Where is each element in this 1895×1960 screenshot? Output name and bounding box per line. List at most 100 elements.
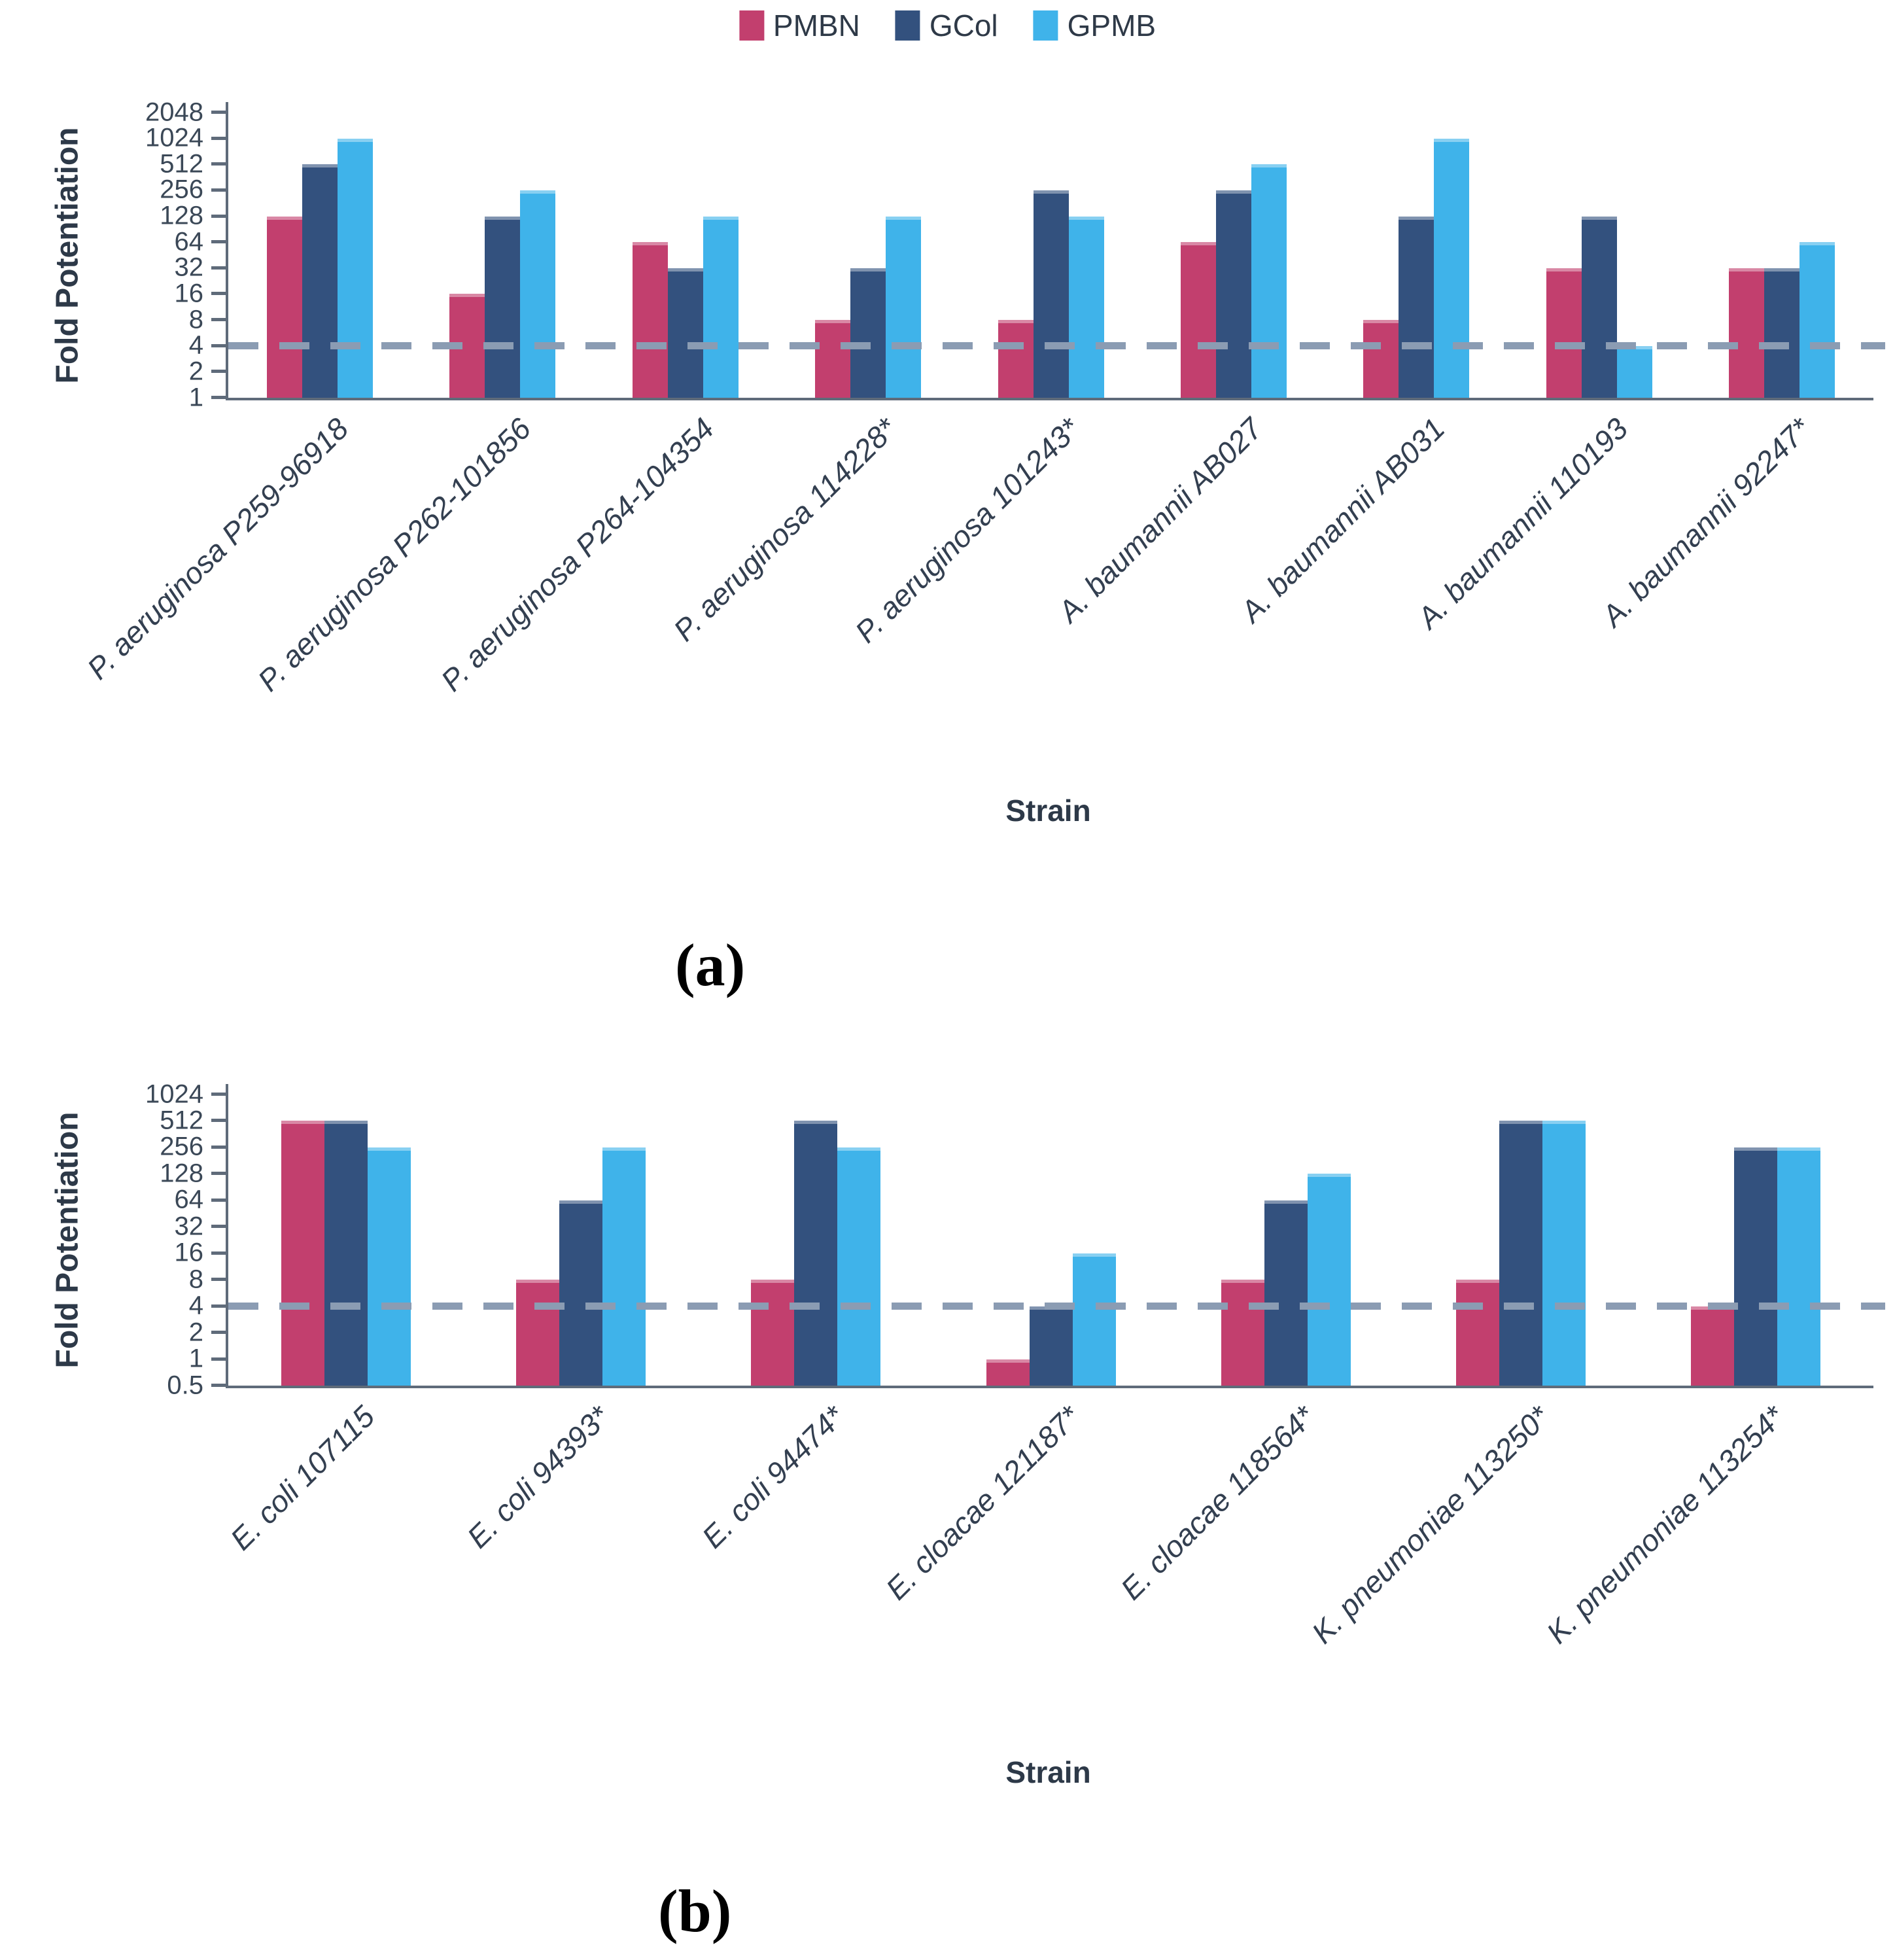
y-tick: 1 <box>189 1344 226 1373</box>
y-tick: 64 <box>175 1185 226 1214</box>
y-tick-label: 512 <box>160 1106 203 1135</box>
bar-GCol <box>667 268 703 398</box>
y-tick: 128 <box>160 201 226 230</box>
legend-swatch-PMBN <box>739 10 764 41</box>
x-axis-title-b: Strain <box>1005 1755 1091 1789</box>
y-tick-label: 128 <box>160 1159 203 1188</box>
figure-legend: PMBN GCol GPMB <box>739 8 1156 43</box>
bar-GPMB <box>1799 242 1835 398</box>
y-tick-label: 64 <box>174 227 204 256</box>
bar-PMBN <box>632 242 668 398</box>
y-tick: 4 <box>189 1291 226 1320</box>
x-category-label: E. coli 94474* <box>695 1399 851 1555</box>
y-axis-title-text: Fold Potentiation <box>50 1111 85 1369</box>
bar-GCol <box>1399 216 1434 398</box>
y-tick-label: 4 <box>188 330 203 360</box>
y-tick-label: 1 <box>188 383 203 411</box>
y-tick-label: 32 <box>174 253 204 282</box>
bar-PMBN <box>998 320 1034 398</box>
bar-PMBN <box>281 1121 324 1386</box>
y-tick-label: 2 <box>188 357 203 386</box>
y-tick: 256 <box>160 1132 226 1161</box>
bar-GCol <box>1029 1306 1073 1386</box>
bar-GCol <box>1264 1200 1308 1386</box>
y-axis-line-cap <box>226 102 228 113</box>
threshold-line <box>228 1302 1885 1310</box>
y-tick: 8 <box>189 305 226 334</box>
bar-PMBN <box>1180 242 1216 398</box>
y-tick-label: 64 <box>174 1185 204 1214</box>
x-category-label: K. pneumoniae 113254* <box>1540 1399 1791 1651</box>
bar-GPMB <box>367 1147 411 1386</box>
bar-PMBN <box>1546 268 1582 398</box>
y-axis-title-b: Fold Potentiation <box>25 1094 110 1386</box>
legend-item: GCol <box>895 8 998 43</box>
y-tick: 4 <box>189 331 226 360</box>
bar-GCol <box>485 216 521 398</box>
y-tick: 1024 <box>145 124 226 152</box>
bar-PMBN <box>751 1280 795 1386</box>
y-tick-label: 1 <box>188 1344 203 1373</box>
bar-PMBN <box>986 1359 1030 1386</box>
panel-caption-b: (b) <box>658 1878 732 1944</box>
y-tick-label: 32 <box>174 1212 204 1241</box>
y-tick-label: 0.5 <box>167 1371 203 1399</box>
y-tick: 16 <box>175 1238 226 1267</box>
y-tick: 32 <box>175 253 226 282</box>
legend-item: GPMB <box>1033 8 1156 43</box>
bar-GPMB <box>1251 164 1287 398</box>
y-tick: 128 <box>160 1159 226 1187</box>
bar-GCol <box>1033 190 1069 398</box>
bar-GCol <box>1764 268 1800 398</box>
y-tick: 512 <box>160 149 226 178</box>
bar-GPMB <box>337 138 373 398</box>
legend-swatch-GCol <box>895 10 920 41</box>
bar-PMBN <box>1221 1280 1264 1386</box>
y-tick-label: 256 <box>160 1132 203 1161</box>
plot-area-a: 1 2 4 8 16 32 64 128 256 512 1024 2048 P. aeruginosa… <box>80 97 1885 697</box>
x-category-label: A. baumannii AB027 <box>1051 411 1269 629</box>
y-tick-label: 8 <box>188 305 203 334</box>
y-tick: 2 <box>189 1318 226 1346</box>
bar-GPMB <box>520 190 556 398</box>
y-tick-label: 8 <box>188 1265 203 1294</box>
x-category-label: E. cloacae 118564* <box>1113 1399 1321 1607</box>
bar-GCol <box>1734 1147 1778 1386</box>
bar-GCol <box>1581 216 1617 398</box>
bar-GCol <box>1499 1121 1543 1386</box>
threshold-line <box>228 341 1885 349</box>
bar-GPMB <box>1616 345 1652 398</box>
y-axis-line-cap <box>226 1084 228 1094</box>
bar-GPMB <box>886 216 922 398</box>
y-tick-label: 128 <box>160 201 203 230</box>
x-axis-title-a: Strain <box>1005 794 1091 828</box>
x-category-label: E. coli 94393* <box>460 1399 616 1555</box>
y-tick: 256 <box>160 175 226 204</box>
bar-PMBN <box>815 320 851 398</box>
y-tick-label: 1024 <box>145 123 203 152</box>
y-tick-label: 2 <box>188 1318 203 1347</box>
y-tick: 64 <box>175 227 226 256</box>
y-tick: 1 <box>189 383 226 411</box>
x-category-label: A. baumannii AB031 <box>1234 411 1452 629</box>
y-tick: 32 <box>175 1212 226 1240</box>
bar-PMBN <box>1456 1280 1500 1386</box>
legend-label: GCol <box>929 9 998 43</box>
plot-area-b: 0.5 1 2 4 8 16 32 64 128 256 512 1024 E. coli 107115… <box>145 1079 1885 1650</box>
x-category-label: E. coli 107115 <box>223 1399 381 1557</box>
bar-PMBN <box>1691 1306 1735 1386</box>
bar-GPMB <box>602 1147 646 1386</box>
x-category-label: K. pneumoniae 113250* <box>1305 1399 1556 1651</box>
bar-GPMB <box>1307 1174 1351 1386</box>
y-tick: 16 <box>175 279 226 307</box>
y-axis-title-a: Fold Potentiation <box>25 113 110 398</box>
bar-GPMB <box>1068 216 1104 398</box>
bar-PMBN <box>266 216 302 398</box>
bar-GPMB <box>1542 1121 1586 1386</box>
y-tick-label: 16 <box>174 279 204 308</box>
bar-GPMB <box>703 216 739 398</box>
y-tick: 512 <box>160 1106 226 1134</box>
bar-GCol <box>302 164 338 398</box>
y-tick: 8 <box>189 1265 226 1293</box>
